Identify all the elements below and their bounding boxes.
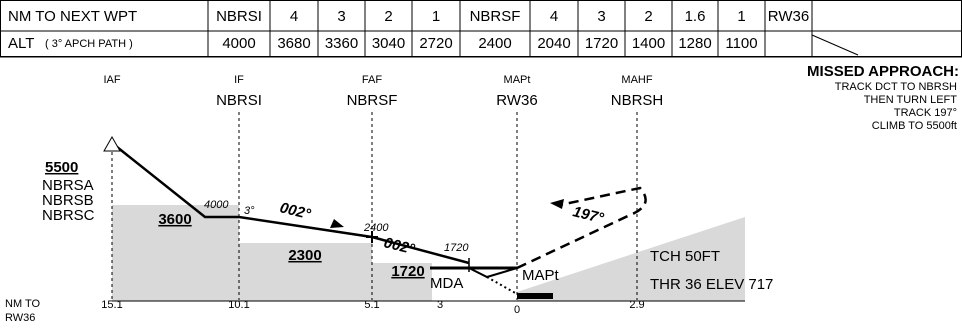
initial-fix: NBRSA [42,177,94,194]
altitude-cell: 3680 [277,35,310,52]
altitude-cell: 2400 [478,35,511,52]
distance-cell: 3 [337,8,345,25]
sector-altitude: 2300 [288,247,321,264]
distance-cell: 2 [644,8,652,25]
missed-title: MISSED APPROACH: [807,63,959,80]
fix-role: MAPt [504,74,531,86]
arrow [330,219,344,228]
initial-altitude: 5500 [45,159,78,176]
altitude-cell: 1100 [725,35,757,52]
row-label: NM TO NEXT WPT [8,8,137,25]
fix-role: IAF [103,74,120,86]
missed-line: TRACK 197° [894,107,957,119]
distance-cell: 1 [432,8,440,25]
mda-distance: 3 [437,299,443,311]
row-label: ALT [8,35,34,52]
fix-distance: 10.1 [228,299,249,311]
terrain [112,205,745,301]
distance-cell: 4 [550,8,558,25]
distance-cell: 1 [737,8,745,25]
distance-cell: 3 [597,8,605,25]
fix-name: NBRSH [611,92,664,109]
row-note: ( 3° APCH PATH ) [45,38,133,50]
fix-distance: 15.1 [101,299,122,311]
tch: TCH 50FT [650,248,720,265]
altitude-cell: 1280 [678,35,711,52]
iaf-triangle [103,135,121,152]
altitude-cell: 2720 [419,35,452,52]
altitude-cell: 4000 [222,35,255,52]
fix-distance: 2.9 [629,299,644,311]
fix-role: FAF [362,74,382,86]
path-altitude: 4000 [204,199,229,211]
approach-path [111,142,647,295]
altitude-cell: 3360 [325,35,358,52]
fix-role: IF [234,74,244,86]
fix-name: NBRSI [216,92,262,109]
path-altitude: 2400 [363,222,389,234]
fix-distance: 0 [514,304,520,316]
altitude-cell: 1400 [632,35,665,52]
missed-line: THEN TURN LEFT [864,94,958,106]
initial-fix: NBRSC [42,207,95,224]
distance-cell: 2 [384,8,392,25]
distance-cell: NBRSF [470,8,521,25]
distance-cell: RW36 [768,8,809,25]
mda-label: MDA [430,275,463,292]
course: 002° [382,234,417,258]
distance-cell: 4 [290,8,298,25]
glide-angle: 3° [244,205,255,217]
axis-label: NM TO [5,298,40,310]
missed-line: CLIMB TO 5500ft [872,120,957,132]
altitude-cell: 2040 [537,35,570,52]
arrow [550,199,564,209]
threshold: THR 36 ELEV 717 [650,276,773,293]
distance-cell: 1.6 [685,8,706,25]
missed-line: TRACK DCT TO NBRSH [835,81,957,93]
initial-fix: NBRSB [42,192,94,209]
course: 002° [278,199,313,223]
mapt-label: MAPt [522,267,560,284]
fix-name: RW36 [496,92,537,109]
sector-altitude: 1720 [391,263,424,280]
runway [517,293,553,299]
altitude-cell: 3040 [372,35,405,52]
faf-cross [366,231,378,243]
fix-name: NBRSF [347,92,398,109]
fix-role: MAHF [621,74,652,86]
altitude-cell: 1720 [585,35,618,52]
sector-altitude: 3600 [158,211,191,228]
fix-distance: 5.1 [364,299,379,311]
axis-label: RW36 [5,312,35,324]
path-altitude: 1720 [444,242,469,254]
distance-cell: NBRSI [216,8,262,25]
missed-course: 197° [571,203,606,227]
